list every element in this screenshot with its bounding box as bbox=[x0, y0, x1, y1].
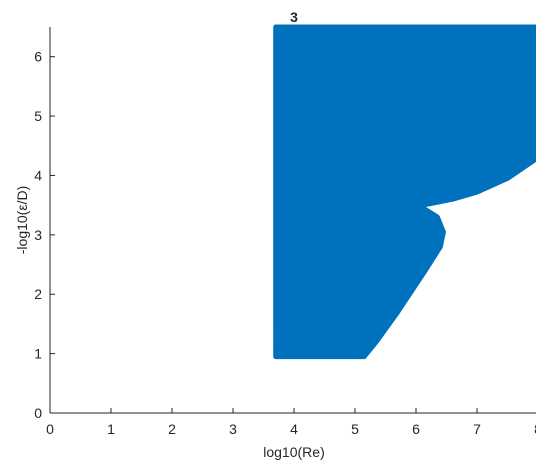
x-tick-label: 6 bbox=[412, 421, 420, 437]
y-axis-label: -log10(ε/D) bbox=[14, 186, 30, 254]
x-tick-label: 1 bbox=[107, 421, 115, 437]
x-tick-label: 3 bbox=[229, 421, 237, 437]
y-tick-label: 6 bbox=[34, 49, 42, 65]
y-tick-label: 4 bbox=[34, 167, 42, 183]
plot-area bbox=[273, 24, 536, 360]
y-tick-label: 0 bbox=[34, 405, 42, 421]
y-tick-label: 1 bbox=[34, 346, 42, 362]
y-tick-label: 2 bbox=[34, 286, 42, 302]
x-tick-label: 8 bbox=[534, 421, 536, 437]
x-axis-label: log10(Re) bbox=[263, 444, 324, 460]
data-point-cloud bbox=[273, 24, 536, 360]
chart-title: 3 bbox=[290, 9, 298, 25]
x-tick-label: 2 bbox=[168, 421, 176, 437]
x-axis-ticks: 0 1 2 3 4 5 6 7 8 bbox=[46, 408, 536, 437]
x-tick-label: 7 bbox=[473, 421, 481, 437]
y-tick-label: 5 bbox=[34, 108, 42, 124]
x-tick-label: 0 bbox=[46, 421, 54, 437]
y-tick-label: 3 bbox=[34, 227, 42, 243]
y-axis-ticks: 0 1 2 3 4 5 6 bbox=[34, 49, 55, 421]
x-tick-label: 4 bbox=[290, 421, 298, 437]
x-tick-label: 5 bbox=[351, 421, 359, 437]
axes: 0 1 2 3 4 5 6 7 8 0 1 2 3 4 5 6 bbox=[34, 27, 536, 437]
